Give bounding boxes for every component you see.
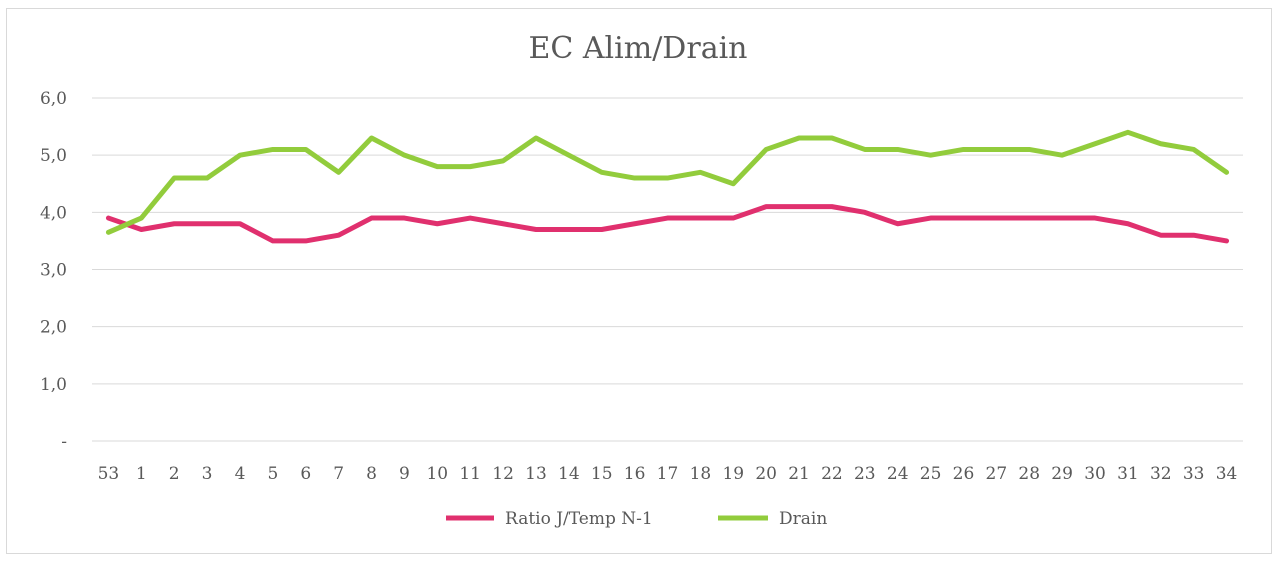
x-tick-label: 26 — [953, 464, 975, 484]
x-tick-label: 20 — [755, 464, 777, 484]
legend-item: Ratio J/Temp N-1 — [446, 509, 653, 529]
x-tick-label: 18 — [690, 464, 712, 484]
x-tick-label: 13 — [525, 464, 547, 484]
chart-title: EC Alim/Drain — [529, 31, 748, 66]
x-tick-label: 34 — [1216, 464, 1238, 484]
x-tick-label: 30 — [1084, 464, 1106, 484]
y-tick-label: 1,0 — [40, 375, 67, 395]
legend-item: Drain — [718, 509, 827, 529]
y-tick-label: - — [61, 432, 67, 452]
x-tick-label: 29 — [1051, 464, 1073, 484]
x-tick-label: 22 — [821, 464, 843, 484]
y-tick-label: 3,0 — [40, 261, 67, 281]
x-tick-label: 12 — [492, 464, 514, 484]
x-tick-label: 8 — [366, 464, 377, 484]
x-tick-label: 33 — [1183, 464, 1205, 484]
x-tick-label: 15 — [591, 464, 613, 484]
x-tick-label: 28 — [1018, 464, 1040, 484]
x-tick-label: 23 — [854, 464, 876, 484]
x-tick-label: 10 — [426, 464, 448, 484]
y-tick-label: 5,0 — [40, 146, 67, 166]
x-tick-label: 5 — [267, 464, 278, 484]
x-tick-label: 17 — [657, 464, 679, 484]
chart-frame — [6, 8, 1272, 554]
x-tick-label: 1 — [136, 464, 147, 484]
x-tick-label: 27 — [986, 464, 1008, 484]
series-line-ratio — [105, 204, 1230, 244]
y-tick-label: 6,0 — [40, 89, 67, 109]
legend-label: Drain — [779, 509, 827, 529]
x-tick-label: 53 — [98, 464, 120, 484]
x-tick-label: 14 — [558, 464, 580, 484]
x-tick-label: 24 — [887, 464, 909, 484]
x-tick-label: 11 — [459, 464, 481, 484]
x-tick-label: 31 — [1117, 464, 1139, 484]
y-tick-label: 4,0 — [40, 203, 67, 223]
x-tick-label: 16 — [624, 464, 646, 484]
x-tick-label: 9 — [399, 464, 410, 484]
x-tick-label: 6 — [300, 464, 311, 484]
x-tick-label: 4 — [235, 464, 246, 484]
x-tick-label: 7 — [333, 464, 344, 484]
y-tick-label: 2,0 — [40, 318, 67, 338]
x-tick-label: 21 — [788, 464, 810, 484]
x-tick-label: 3 — [202, 464, 213, 484]
x-tick-label: 25 — [920, 464, 942, 484]
x-tick-label: 2 — [169, 464, 180, 484]
x-tick-label: 19 — [722, 464, 744, 484]
x-tick-label: 32 — [1150, 464, 1172, 484]
legend-label: Ratio J/Temp N-1 — [505, 509, 653, 529]
